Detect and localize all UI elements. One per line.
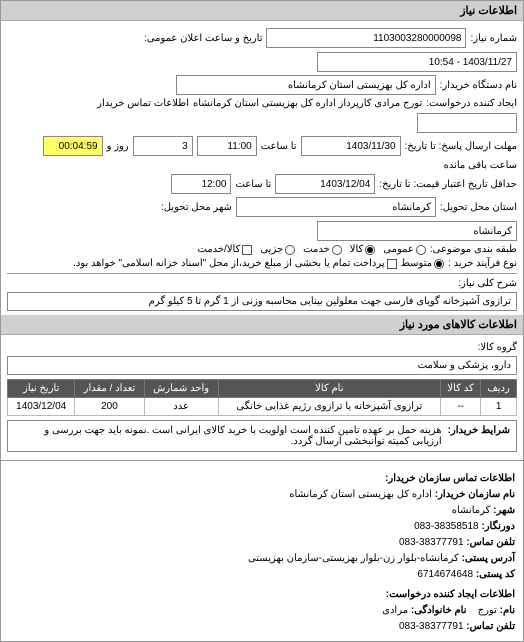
creator-value: تورج مرادی کارپرداز اداره کل بهزیستی است…	[193, 98, 422, 109]
th-date: تاریخ نیاز	[8, 380, 75, 398]
td-code: --	[440, 398, 480, 416]
checkbox-goods-service[interactable]	[242, 245, 252, 255]
fax-label: دورنگار:	[481, 521, 515, 532]
org-name-label: نام سازمان خریدار:	[435, 489, 515, 500]
province-label: استان محل تحویل:	[440, 202, 517, 213]
creator-label: ایجاد کننده درخواست:	[426, 98, 517, 109]
phone-label: تلفن تماس:	[466, 537, 515, 548]
buyer-contact-label: اطلاعات تماس خریدار	[97, 98, 189, 109]
buyer-org-label: نام دستگاه خریدار:	[440, 80, 517, 91]
th-row: ردیف	[481, 380, 517, 398]
radio-service-label: خدمت	[303, 244, 330, 255]
group-box: دارو، پزشکی و سلامت	[7, 356, 517, 375]
creator-lname-label: نام خانوادگی:	[411, 605, 467, 616]
radio-mid[interactable]	[434, 259, 444, 269]
creator-header: اطلاعات ایجاد کننده درخواست:	[9, 587, 515, 603]
city-field: کرمانشاه	[317, 221, 517, 241]
request-number-field: 1103003280000098	[266, 28, 466, 48]
th-unit: واحد شمارش	[144, 380, 218, 398]
province-field: کرمانشاه	[236, 197, 436, 217]
validity-label: حداقل تاریخ اعتبار قیمت: تا تاریخ:	[379, 179, 517, 190]
buyer-note-text: هزینه حمل بر عهده تامین کننده است اولویت…	[14, 425, 442, 447]
checkbox-note[interactable]	[387, 259, 397, 269]
buyer-note-label: شرایط خریدار:	[448, 425, 510, 447]
radio-mid-label: متوسط	[401, 258, 432, 269]
goods-table: ردیف کد کالا نام کالا واحد شمارش تعداد /…	[7, 379, 517, 416]
radio-general[interactable]	[416, 245, 426, 255]
address-label: آدرس پستی:	[462, 553, 515, 564]
buyer-org-field: اداره کل بهزیستی استان کرمانشاه	[176, 75, 436, 95]
address-value: کرمانشاه-بلوار زن-بلوار بهزیستی-سازمان ب…	[248, 553, 459, 564]
creator-name-label: نام:	[500, 605, 515, 616]
city-label: شهر محل تحویل:	[161, 202, 232, 213]
keywords-box: ترازوی آشپزخانه گویای فارسی جهت معلولین …	[7, 292, 517, 311]
radio-goods[interactable]	[365, 245, 375, 255]
th-code: کد کالا	[440, 380, 480, 398]
creator-phone-label: تلفن تماس:	[466, 621, 515, 632]
remaining-time-box: 00:04:59	[43, 136, 103, 156]
creator-phone-value: 38377791-083	[399, 621, 464, 632]
td-unit: عدد	[144, 398, 218, 416]
group-label: گروه کالا:	[478, 342, 517, 353]
radio-goods-label: کالا	[350, 244, 364, 255]
contact-city-value: کرمانشاه	[452, 505, 491, 516]
section-info-header: اطلاعات نیاز	[1, 1, 523, 21]
radio-partial-label: جزیی	[260, 244, 283, 255]
response-deadline-label: مهلت ارسال پاسخ: تا تاریخ:	[405, 141, 517, 152]
creator-lname-value: مرادی	[382, 605, 408, 616]
response-time-field: 11:00	[197, 136, 257, 156]
buyer-note-box: شرایط خریدار: هزینه حمل بر عهده تامین کن…	[7, 420, 517, 452]
approval-note-label: پرداخت تمام یا بخشی از مبلغ خرید،از محل …	[73, 258, 385, 269]
contact-header: اطلاعات تماس سازمان خریدار:	[9, 471, 515, 487]
radio-general-label: عمومی	[383, 244, 414, 255]
keywords-label: شرح کلی نیاز:	[458, 278, 517, 289]
th-name: نام کالا	[218, 380, 440, 398]
creator-name-value: تورج	[478, 605, 497, 616]
phone-value: 38377791-083	[399, 537, 464, 548]
td-row: 1	[481, 398, 517, 416]
days-label: روز و	[107, 141, 129, 152]
radio-partial[interactable]	[285, 245, 295, 255]
td-qty: 200	[75, 398, 144, 416]
fax-value: 38358518-083	[414, 521, 479, 532]
category-radio-group: عمومی کالا خدمت جزیی کالا/خدمت	[197, 244, 425, 255]
response-time-label: تا ساعت	[261, 141, 297, 152]
announce-label: تاریخ و ساعت اعلان عمومی:	[144, 33, 263, 44]
validity-time-field: 12:00	[171, 174, 231, 194]
table-row: 1 -- ترازوی آشپزخانه یا ترازوی رژیم غذای…	[8, 398, 517, 416]
announce-field: 1403/11/27 - 10:54	[317, 52, 517, 72]
section-goods-header: اطلاعات کالاهای مورد نیاز	[1, 315, 523, 335]
postal-value: 6714674648	[417, 569, 473, 580]
radio-service[interactable]	[332, 245, 342, 255]
request-number-label: شماره نیاز:	[470, 33, 517, 44]
td-name: ترازوی آشپزخانه یا ترازوی رژیم غذایی خان…	[218, 398, 440, 416]
validity-date-field: 1403/12/04	[275, 174, 375, 194]
contact-city-label: شهر:	[493, 505, 515, 516]
th-qty: تعداد / مقدار	[75, 380, 144, 398]
approval-label: نوع فرآیند خرید :	[448, 258, 517, 269]
org-name-value: اداره کل بهزیستی استان کرمانشاه	[289, 489, 432, 500]
days-field: 3	[133, 136, 193, 156]
postal-label: کد پستی:	[476, 569, 515, 580]
td-date: 1403/12/04	[8, 398, 75, 416]
validity-time-label: تا ساعت	[235, 179, 271, 190]
response-date-field: 1403/11/30	[301, 136, 401, 156]
buyer-contact-field	[417, 113, 517, 133]
checkbox-goods-service-label: کالا/خدمت	[197, 244, 240, 255]
category-label: طبقه بندی موضوعی:	[430, 244, 517, 255]
remaining-label: ساعت باقی مانده	[444, 160, 517, 171]
